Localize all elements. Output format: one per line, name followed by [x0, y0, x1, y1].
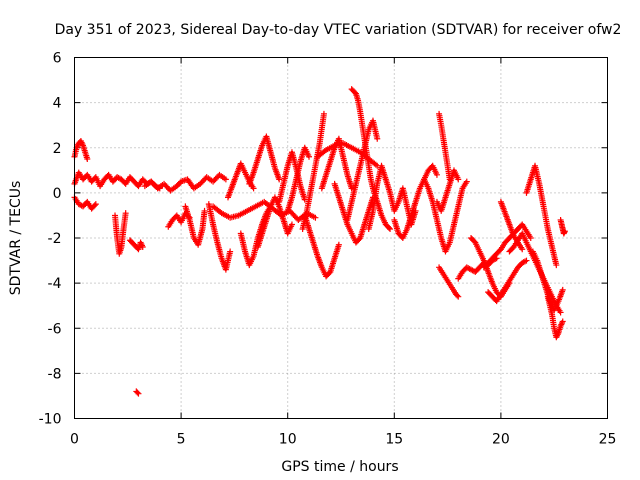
data-point [374, 135, 381, 142]
series-t8 [182, 203, 208, 248]
x-tick-label: 25 [599, 432, 617, 448]
y-tick-label: -10 [39, 412, 62, 428]
data-point [306, 153, 313, 160]
data-point [527, 235, 534, 241]
series-t21 [331, 180, 376, 246]
grid-lines [74, 57, 608, 419]
series-t9 [205, 201, 234, 273]
series-t16 [284, 144, 313, 214]
series-t34 [497, 198, 526, 253]
data-point [135, 390, 142, 397]
chart-title: Day 351 of 2023, Sidereal Day-to-day VTE… [55, 22, 622, 38]
data-point [276, 176, 283, 183]
series-t27 [436, 110, 453, 183]
axis-ticks [74, 57, 608, 419]
data-point [222, 176, 229, 183]
y-tick-label: -8 [48, 366, 62, 382]
data-point [312, 214, 319, 221]
data-point [385, 224, 392, 231]
series-t32 [480, 221, 534, 271]
data-point [91, 202, 98, 209]
series-t11 [225, 160, 257, 201]
series-t10 [210, 198, 319, 223]
series-t2 [71, 194, 99, 212]
data-point [559, 286, 566, 293]
y-tick-label: 2 [53, 141, 62, 157]
data-point [454, 292, 461, 299]
series-t18 [301, 212, 342, 280]
data-point [134, 389, 141, 396]
y-tick-label: 6 [53, 51, 62, 67]
data-point [553, 262, 560, 269]
data-point [387, 225, 394, 232]
plot-frame [74, 57, 608, 419]
data-point [523, 257, 530, 264]
y-tick-label: 0 [53, 186, 62, 202]
x-axis-label: GPS time / hours [281, 459, 398, 475]
y-tick-label: -4 [48, 276, 62, 292]
y-tick-label: 4 [53, 96, 62, 112]
series-t33 [485, 257, 530, 305]
data-point [227, 248, 234, 255]
data-marks [71, 86, 568, 397]
series-t29 [436, 264, 462, 300]
series-t0 [71, 137, 91, 163]
series-t4 [126, 237, 146, 253]
x-tick-label: 0 [70, 432, 79, 448]
data-point [463, 178, 470, 185]
data-point [139, 244, 146, 251]
data-point [455, 293, 462, 300]
series-t3 [112, 210, 129, 257]
x-tick-label: 10 [279, 432, 297, 448]
series-t26 [421, 176, 470, 255]
series-t36 [523, 162, 560, 269]
series-t13 [246, 133, 283, 187]
data-point [84, 156, 91, 163]
y-axis-label: SDTVAR / TECUs [8, 181, 24, 296]
series-t20 [318, 135, 355, 192]
tick-labels: 0 5 10 15 20 25 -10 -8 -6 -4 -2 0 2 4 6 [39, 51, 617, 448]
data-point [288, 221, 295, 228]
data-point [320, 110, 327, 117]
data-point [201, 207, 208, 214]
series-t38 [544, 293, 566, 341]
data-point [559, 318, 566, 325]
x-tick-label: 15 [385, 432, 403, 448]
data-point [561, 228, 568, 235]
data-point [519, 246, 526, 253]
x-tick-label: 5 [177, 432, 186, 448]
data-point [250, 185, 257, 192]
series-t23 [348, 86, 394, 232]
series-t5 [133, 388, 142, 397]
y-tick-label: -2 [48, 231, 62, 247]
data-point [455, 176, 462, 183]
series-t39 [557, 216, 568, 237]
y-tick-label: -6 [48, 321, 62, 337]
series-t28 [433, 167, 462, 214]
data-point [433, 171, 440, 178]
series-t14 [254, 194, 295, 251]
data-point [557, 309, 564, 316]
x-tick-label: 20 [492, 432, 510, 448]
data-point [335, 241, 342, 248]
data-point [122, 210, 129, 217]
data-point [92, 201, 99, 208]
series-t6 [141, 171, 229, 194]
